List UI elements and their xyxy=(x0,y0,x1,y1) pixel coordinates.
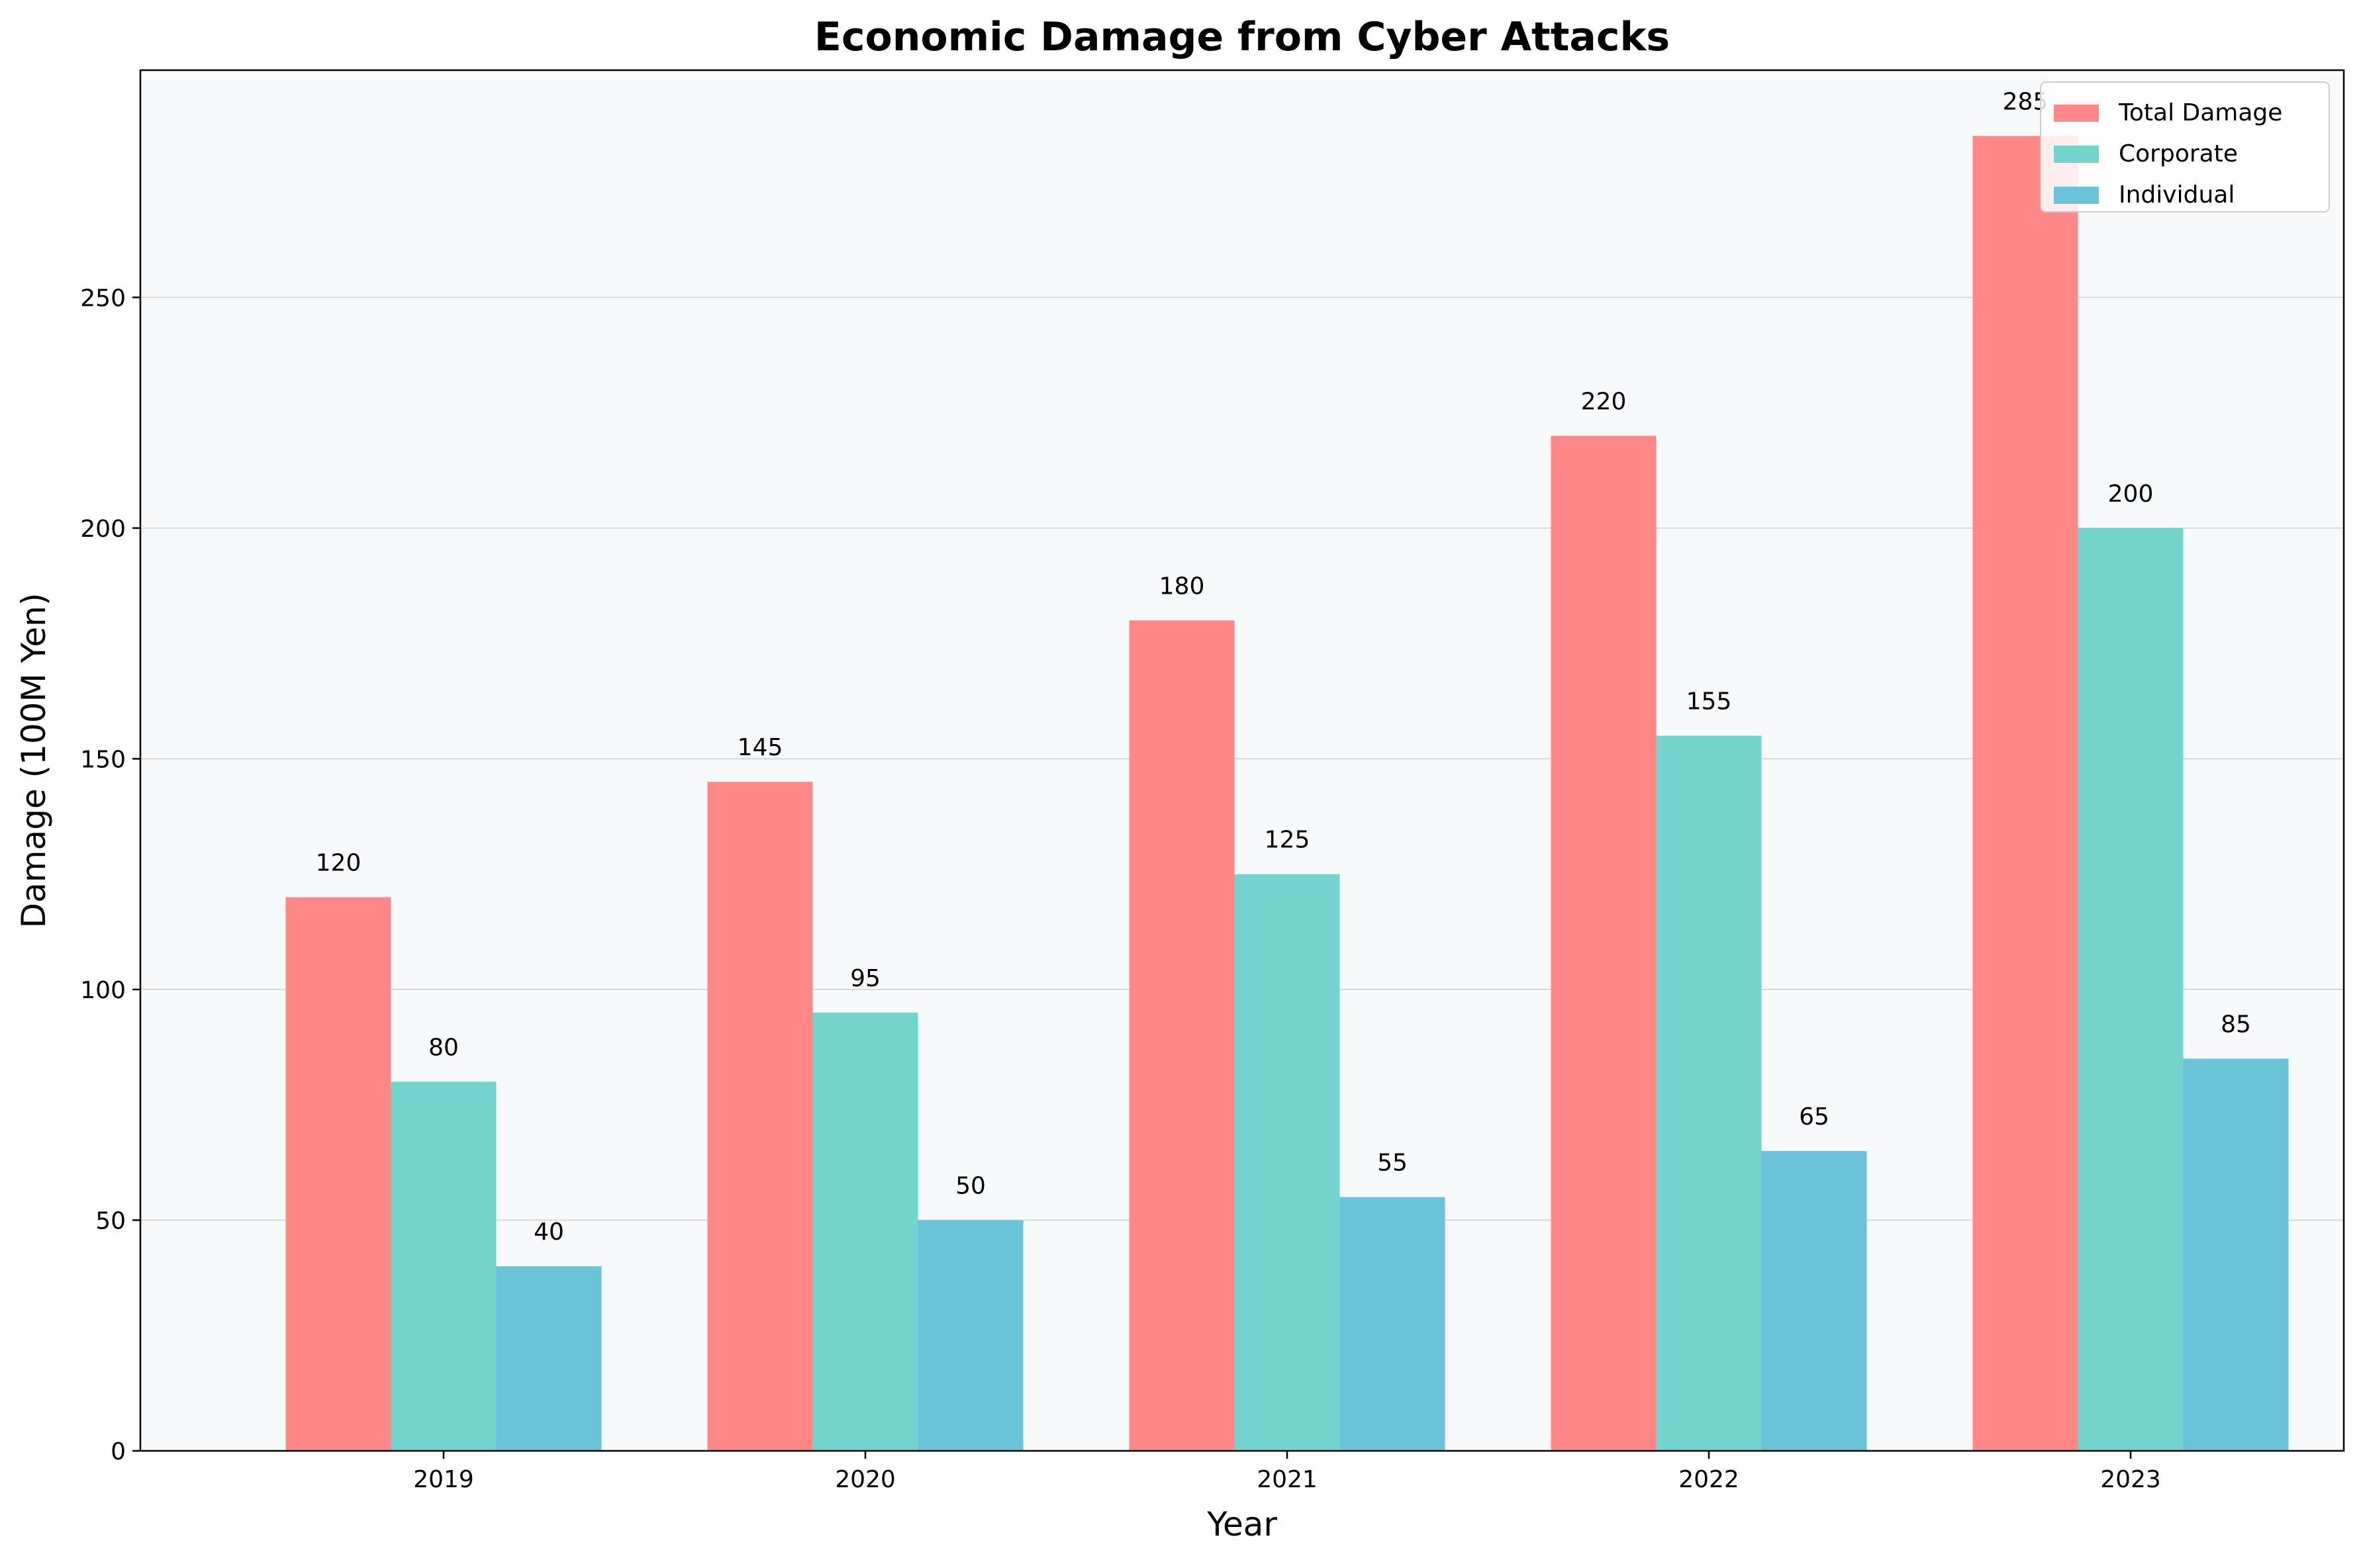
legend-label: Individual xyxy=(2119,181,2235,208)
legend-swatch xyxy=(2054,105,2099,122)
data-label: 125 xyxy=(1265,827,1310,854)
x-tick-label: 2022 xyxy=(1678,1466,1739,1493)
bars xyxy=(285,136,2289,1452)
y-tick-label: 100 xyxy=(80,977,126,1004)
bar-total-damage-2021 xyxy=(1129,620,1235,1451)
data-label: 80 xyxy=(428,1034,459,1061)
bar-corporate-2021 xyxy=(1234,874,1340,1451)
x-tick-label: 2023 xyxy=(2100,1466,2161,1493)
x-tick-label: 2019 xyxy=(413,1466,474,1493)
bar-individual-2022 xyxy=(1761,1150,1867,1451)
data-label: 155 xyxy=(1686,688,1732,715)
bar-total-damage-2023 xyxy=(1972,136,2078,1451)
y-axis-label: Damage (100M Yen) xyxy=(15,593,53,929)
legend-label: Corporate xyxy=(2119,140,2238,167)
data-label: 65 xyxy=(1799,1103,1829,1130)
bar-individual-2023 xyxy=(2183,1058,2289,1451)
bar-corporate-2022 xyxy=(1656,735,1762,1451)
data-label: 145 xyxy=(738,734,783,761)
bar-total-damage-2019 xyxy=(285,897,391,1451)
bar-individual-2020 xyxy=(918,1220,1024,1451)
data-label: 200 xyxy=(2108,481,2154,508)
data-label: 50 xyxy=(955,1172,986,1199)
data-label: 55 xyxy=(1377,1150,1408,1177)
data-label: 220 xyxy=(1581,388,1627,415)
legend: Total Damage Corporate Individual xyxy=(2040,81,2330,212)
data-label: 85 xyxy=(2221,1011,2251,1038)
bar-corporate-2019 xyxy=(391,1082,497,1451)
data-label: 40 xyxy=(534,1219,564,1246)
x-tick-label: 2020 xyxy=(835,1466,896,1493)
data-label: 180 xyxy=(1159,573,1205,600)
legend-label: Total Damage xyxy=(2118,99,2282,126)
data-label: 95 xyxy=(850,965,881,992)
data-label: 120 xyxy=(316,850,362,877)
y-tick-label: 50 xyxy=(95,1207,126,1234)
legend-swatch xyxy=(2054,146,2099,163)
bar-total-damage-2022 xyxy=(1551,436,1657,1451)
y-tick-label: 150 xyxy=(80,746,126,773)
bar-corporate-2023 xyxy=(2078,528,2184,1452)
plot-frame xyxy=(139,69,2345,1452)
chart-title: Economic Damage from Cyber Attacks xyxy=(814,14,1670,60)
axes: 0 50 100 150 200 250 2019 2020 2021 2022 2023 xyxy=(80,285,2161,1493)
bar-individual-2021 xyxy=(1339,1197,1445,1451)
x-axis-label: Year xyxy=(1206,1505,1277,1544)
y-tick-label: 200 xyxy=(80,516,126,543)
legend-swatch xyxy=(2054,187,2099,204)
legend-box xyxy=(2040,81,2330,212)
bar-total-damage-2020 xyxy=(707,782,813,1451)
bar-corporate-2020 xyxy=(812,1012,918,1451)
x-tick-label: 2021 xyxy=(1257,1466,1318,1493)
y-tick-label: 250 xyxy=(80,285,126,312)
y-tick-label: 0 xyxy=(111,1438,126,1465)
bar-individual-2019 xyxy=(496,1266,602,1451)
